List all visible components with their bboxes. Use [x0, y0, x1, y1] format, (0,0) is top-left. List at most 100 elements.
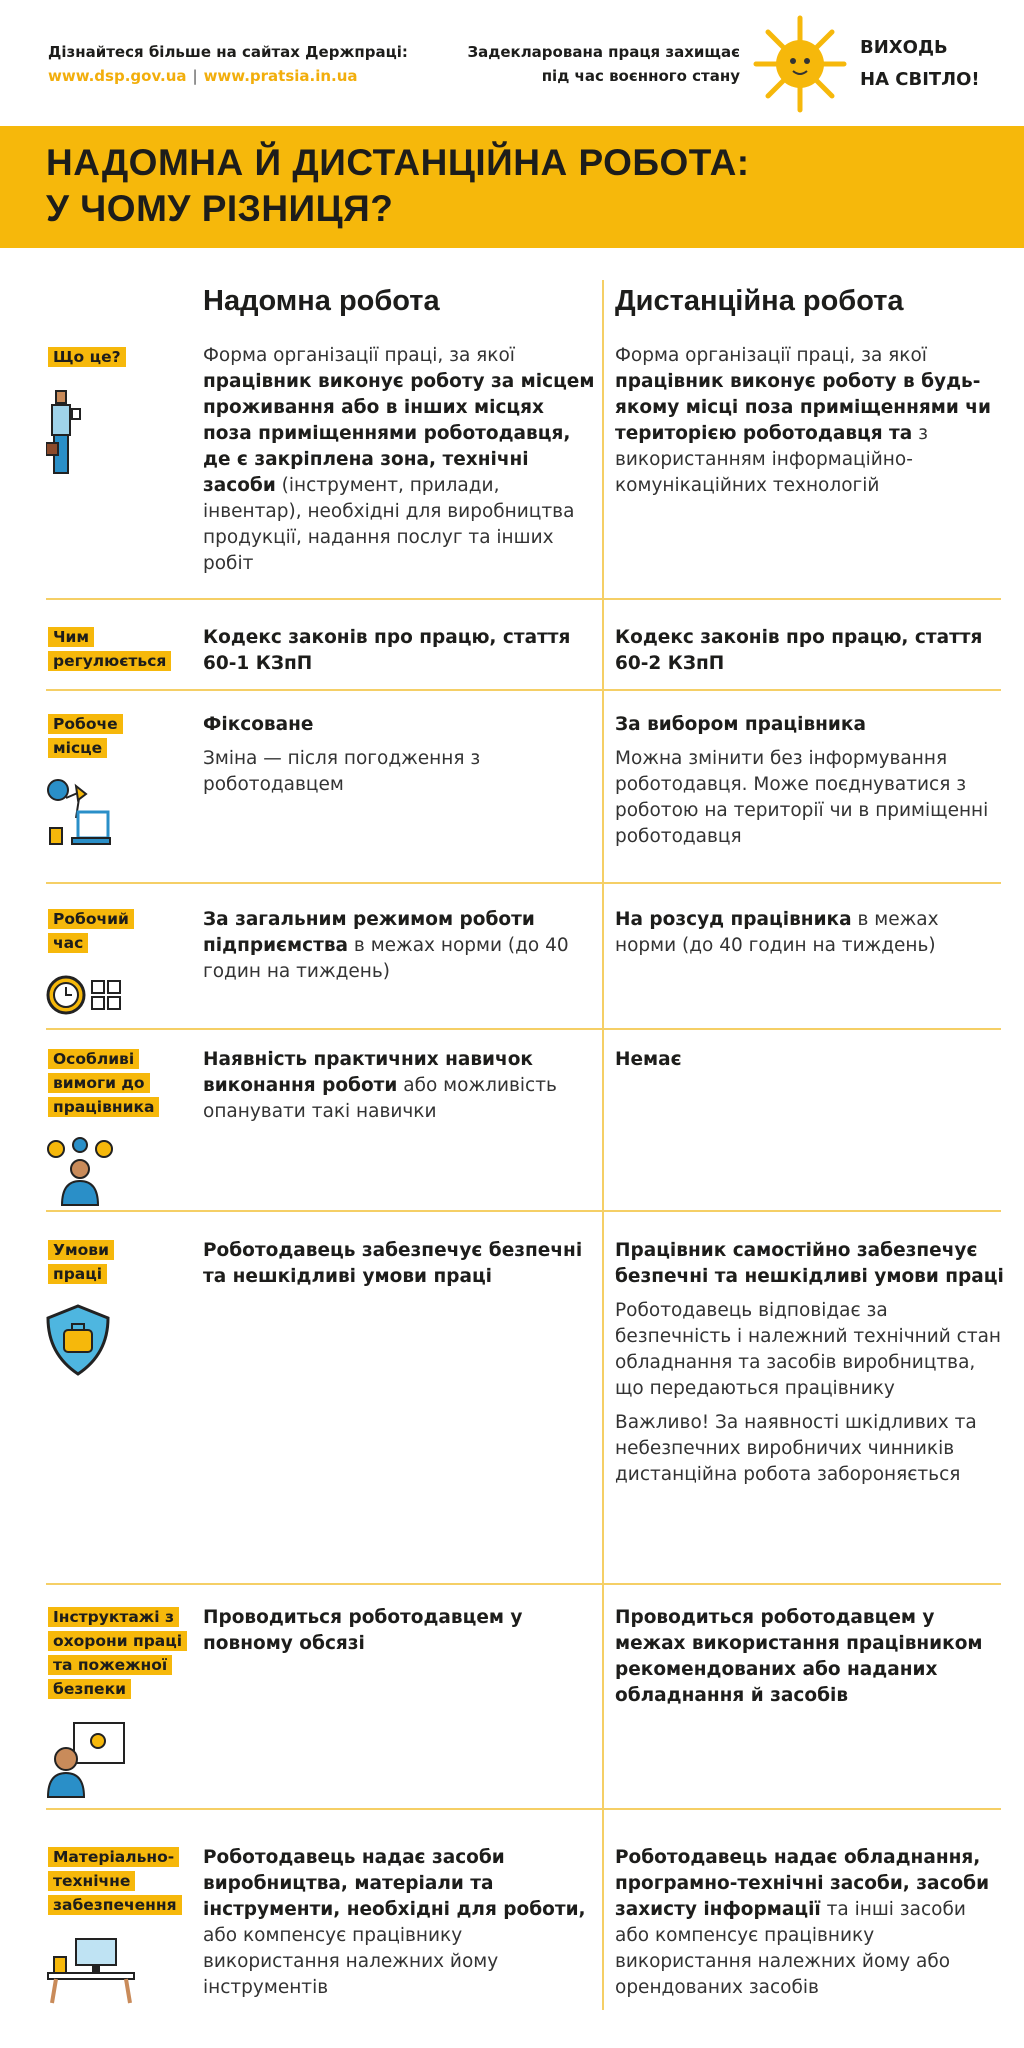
row-label-line: Робоче	[48, 714, 123, 734]
cell-home: Наявність практичних навичок виконання р…	[203, 1047, 598, 1133]
cell-paragraph: Роботодавець забезпечує безпечні та нешк…	[203, 1238, 598, 1290]
cell-remote: На розсуд працівника в межах норми (до 4…	[615, 907, 1005, 967]
link-dsp[interactable]: www.dsp.gov.ua	[48, 67, 187, 85]
cell-paragraph: Проводиться роботодавцем у межах викорис…	[615, 1605, 1005, 1709]
cell-paragraph: Кодекс законів про працю, стаття 60-2 КЗ…	[615, 625, 1005, 677]
cell-paragraph: Форма організації праці, за якої працівн…	[203, 343, 598, 577]
cell-text: та інші засоби або компенсує працівнику …	[615, 1899, 966, 1998]
column-header-remote: Дистанційна робота	[615, 285, 904, 317]
cell-text: Важливо! За наявності шкідливих та небез…	[615, 1412, 977, 1485]
row-label-line: технічне	[48, 1871, 136, 1891]
cell-text-bold: працівник виконує роботу в будь-якому мі…	[615, 371, 991, 444]
cell-paragraph: Зміна — після погодження з роботодавцем	[203, 746, 598, 798]
cell-text: Можна змінити без інформування роботодав…	[615, 748, 989, 847]
cell-paragraph: Наявність практичних навичок виконання р…	[203, 1047, 598, 1125]
cell-text-bold: Проводиться роботодавцем у повному обсяз…	[203, 1607, 523, 1654]
campaign-line-1: ВИХОДЬ	[860, 37, 948, 58]
column-header-home: Надомна робота	[203, 285, 440, 317]
slogan-line-1: Задекларована праця захищає	[467, 43, 740, 61]
row-separator	[46, 882, 1001, 884]
row-label-line: та пожежної	[48, 1655, 173, 1675]
row-separator	[46, 1583, 1001, 1585]
cell-text-bold: працівник виконує роботу за місцем прожи…	[203, 371, 595, 496]
cell-paragraph: Кодекс законів про працю, стаття 60-1 КЗ…	[203, 625, 598, 677]
cell-text: або компенсує працівнику використання на…	[203, 1925, 499, 1998]
training-icon	[46, 1719, 126, 1803]
row-separator	[46, 1210, 1001, 1212]
worker-icon	[45, 387, 86, 481]
cell-text-bold: Проводиться роботодавцем у межах викорис…	[615, 1607, 983, 1706]
cell-remote: Форма організації праці, за якої працівн…	[615, 343, 1005, 507]
row-label-line: Що це?	[48, 347, 126, 367]
sun-logo-icon	[753, 15, 847, 113]
row-label-line: Особливі	[48, 1049, 140, 1069]
campaign-line-2: НА СВІТЛО!	[860, 69, 980, 90]
skills-icon	[46, 1137, 116, 1211]
cell-paragraph: Роботодавець надає обладнання, програмно…	[615, 1845, 1005, 2001]
cell-text: (інструмент, прилади, інвентар), необхід…	[203, 475, 575, 574]
cell-text-bold: За загальним режимом роботи підприємства	[203, 909, 535, 956]
cell-text-bold: Фіксоване	[203, 714, 314, 735]
cell-home: Форма організації праці, за якої працівн…	[203, 343, 598, 585]
row-label-line: Робочий	[48, 909, 134, 929]
cell-text: в межах норми (до 40 годин на тиждень)	[615, 909, 939, 956]
desk-icon	[46, 1935, 136, 2009]
cell-text-bold: Наявність практичних навичок виконання р…	[203, 1049, 533, 1096]
cell-remote: Проводиться роботодавцем у межах викорис…	[615, 1605, 1005, 1717]
cell-text-bold: Кодекс законів про працю, стаття 60-2 КЗ…	[615, 627, 983, 674]
cell-paragraph: Роботодавець відповідає за безпечність і…	[615, 1298, 1005, 1402]
cell-paragraph: Можна змінити без інформування роботодав…	[615, 746, 1005, 850]
cell-text-bold: На розсуд працівника	[615, 909, 852, 930]
cell-remote: За вибором працівника Можна змінити без і…	[615, 712, 1005, 858]
cell-paragraph: Роботодавець надає засоби виробництва, м…	[203, 1845, 598, 2001]
shield-icon	[46, 1304, 110, 1380]
title-line-2: У ЧОМУ РІЗНИЦЯ?	[46, 188, 394, 229]
row-label-line: час	[48, 933, 89, 953]
row-label: Робоче місце	[48, 712, 198, 760]
cell-text: в межах норми (до 40 годин на тиждень)	[203, 935, 569, 982]
cell-home: Кодекс законів про працю, стаття 60-1 КЗ…	[203, 625, 598, 685]
row-label-line: забезпечення	[48, 1895, 182, 1915]
row-label-line: Чим	[48, 627, 95, 647]
row-label-line: праці	[48, 1264, 108, 1284]
cell-home: Проводиться роботодавцем у повному обсяз…	[203, 1605, 598, 1665]
row-label-line: Умови	[48, 1240, 114, 1260]
cell-home: За загальним режимом роботи підприємства…	[203, 907, 598, 993]
title-line-1: НАДОМНА Й ДИСТАНЦІЙНА РОБОТА:	[46, 142, 750, 183]
cell-text-bold: Роботодавець надає засоби виробництва, м…	[203, 1847, 586, 1920]
cell-remote: Кодекс законів про працю, стаття 60-2 КЗ…	[615, 625, 1005, 685]
cell-text: Форма організації праці, за якої	[203, 345, 515, 366]
clock-icon	[46, 973, 126, 1021]
cell-remote: Роботодавець надає обладнання, програмно…	[615, 1845, 1005, 2009]
link-pratsia[interactable]: www.pratsia.in.ua	[203, 67, 358, 85]
cell-paragraph: Немає	[615, 1047, 1005, 1073]
cell-paragraph: Працівник самостійно забезпечує безпечні…	[615, 1238, 1005, 1290]
workplace-icon	[46, 778, 116, 852]
row-label: Особливі вимоги до працівника	[48, 1047, 198, 1119]
cell-paragraph: За вибором працівника	[615, 712, 1005, 738]
row-label-line: Матеріально-	[48, 1847, 180, 1867]
cell-text-bold: Роботодавець забезпечує безпечні та нешк…	[203, 1240, 583, 1287]
cell-text-bold: Працівник самостійно забезпечує безпечні…	[615, 1240, 1004, 1287]
cell-text-bold: Роботодавець надає обладнання, програмно…	[615, 1847, 990, 1920]
row-separator	[46, 1028, 1001, 1030]
campaign-name: ВИХОДЬ НА СВІТЛО!	[860, 32, 980, 96]
cell-home: Роботодавець надає засоби виробництва, м…	[203, 1845, 598, 2009]
row-label-line: місце	[48, 738, 108, 758]
row-separator	[46, 598, 1001, 600]
row-separator	[46, 1808, 1001, 1810]
row-label: Що це?	[48, 345, 198, 369]
cell-home: Фіксоване Зміна — після погодження з робо…	[203, 712, 598, 806]
slogan: Задекларована праця захищає під час воєн…	[400, 40, 740, 88]
slogan-line-2: під час воєнного стану	[541, 67, 740, 85]
title-band	[0, 126, 1024, 248]
cell-text-bold: Кодекс законів про працю, стаття 60-1 КЗ…	[203, 627, 571, 674]
cell-text: з використанням інформаційно-комунікацій…	[615, 423, 928, 496]
row-label-line: безпеки	[48, 1679, 131, 1699]
row-label: Умови праці	[48, 1238, 198, 1286]
row-label-line: Інструктажі з	[48, 1607, 179, 1627]
page-title: НАДОМНА Й ДИСТАНЦІЙНА РОБОТА: У ЧОМУ РІЗ…	[46, 140, 750, 232]
row-label-line: вимоги до	[48, 1073, 150, 1093]
row-label: Чим регулюється	[48, 625, 198, 673]
cell-paragraph: Форма організації праці, за якої працівн…	[615, 343, 1005, 499]
